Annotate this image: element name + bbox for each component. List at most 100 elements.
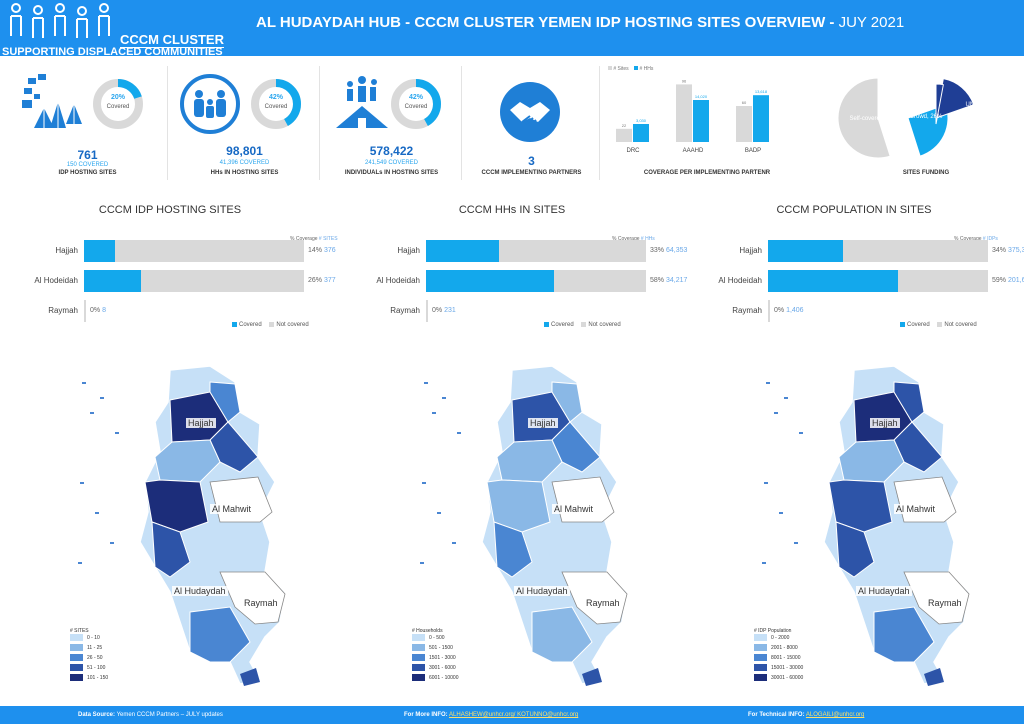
sites-coverage-donut: 20% Covered	[92, 78, 144, 130]
bar-category-label: Al Hodeidah	[34, 276, 78, 285]
footer-info-links[interactable]: ALHASHEW@unhcr.org/ KOTUNNO@unhcr.org	[449, 712, 579, 718]
sites-map: Hajjah Al Mahwit Al Hudaydah Raymah # SITES 0…	[60, 362, 310, 692]
logo-title: CCCM CLUSTER	[120, 32, 224, 48]
footer-source: Data Source: Yemen CCCM Partners – JULY …	[78, 712, 223, 718]
bar-category-label: Raymah	[390, 306, 420, 315]
bar-category-label: Al Hodeidah	[376, 276, 420, 285]
map-island	[432, 412, 436, 414]
funding-slice-label: Self-covered, 56%	[849, 116, 899, 122]
map-legend-item: 30001 - 60000	[754, 674, 803, 684]
sites-label: IDP HOSTING SITES	[58, 170, 117, 176]
footer-info: For More INFO: ALHASHEW@unhcr.org/ KOTUN…	[404, 712, 578, 718]
map-legend-item: 8001 - 15000	[754, 654, 803, 664]
page-title: AL HUDAYDAH HUB - CCCM CLUSTER YEMEN IDP…	[256, 14, 904, 31]
bar-row-raymah: Raymah 0% 1,406	[684, 300, 1024, 322]
footer-tech: For Technical INFO: ALOGAILI@unhcr.org	[748, 712, 864, 718]
panel-sites-title: CCCM IDP HOSTING SITES	[98, 204, 242, 216]
map-label: Raymah	[926, 598, 964, 608]
map-island	[110, 542, 114, 544]
bar-value-label: 0% 8	[90, 307, 106, 314]
kpi-individuals: 42% Covered 578,422 241,549 COVERED INDI…	[322, 66, 462, 180]
map-island	[764, 482, 768, 484]
map-legend-item: 101 - 150	[70, 674, 108, 684]
map-island	[437, 512, 441, 514]
bar-fill-covered	[84, 240, 115, 262]
legend-covered: Covered	[907, 322, 930, 329]
map-island	[799, 432, 803, 434]
map-legend-item: 6001 - 10000	[412, 674, 458, 684]
bar-row-hajjah: Hajjah 14% 376	[0, 240, 340, 262]
partner-category-label: AAAHD	[683, 148, 704, 154]
bar-category-label: Al Hodeidah	[718, 276, 762, 285]
sites-bar-legend: Covered Not covered	[226, 322, 309, 328]
map-island	[442, 397, 446, 399]
shelter-icon	[336, 76, 388, 128]
map-island	[78, 562, 82, 564]
kpi-sites: 20% Covered 761 150 COVERED IDP HOSTING …	[8, 66, 168, 180]
map-district	[531, 606, 593, 663]
individuals-coverage-pct: 42%	[408, 94, 423, 101]
partners-label: CCCM IMPLEMENTING PARTNERS	[481, 170, 582, 176]
map-island	[95, 512, 99, 514]
panel-hhs: CCCM HHs IN SITES % Coverage # HHs Hajja…	[342, 190, 687, 696]
partner-chart-label: COVERAGE PER IMPLEMENTING PARTENR	[643, 170, 771, 176]
map-district	[240, 668, 260, 686]
partner-bars-svg: 22 3,030 DRC 96 14,020 AAAHD 60 13,618 BADP	[616, 78, 769, 154]
map-legend-title: # IDP Population	[754, 628, 792, 634]
bar-row-raymah: Raymah 0% 231	[342, 300, 682, 322]
map-island	[766, 382, 770, 384]
bar-value-label: 14% 376	[308, 247, 336, 254]
bar-category-label: Hajjah	[397, 246, 420, 255]
bar-track	[84, 300, 86, 322]
bar-track	[768, 300, 770, 322]
map-label: Al Hudaydah	[514, 586, 570, 596]
partner-bar-drc-sites	[616, 128, 632, 142]
population-map: Hajjah Al Mahwit Al Hudaydah Raymah # IDP Po…	[744, 362, 994, 692]
bar-category-label: Hajjah	[739, 246, 762, 255]
map-island	[82, 382, 86, 384]
footer-source-label: Data Source:	[78, 712, 116, 718]
coverage-header: % Coverage # HHs	[612, 236, 655, 242]
map-island	[779, 512, 783, 514]
partner-bar-value-label: 60	[742, 100, 747, 105]
map-legend: # SITES 0 - 10 11 - 25 26 - 50 51 - 100 101 -…	[70, 628, 108, 684]
map-island	[457, 432, 461, 434]
bar-fill-covered	[426, 240, 499, 262]
partners-total: 3	[528, 154, 535, 168]
coverage-header-unit: # IDPs	[982, 236, 998, 242]
hhs-coverage-pct: 42%	[268, 94, 283, 101]
coverage-header-unit: # HHs	[640, 236, 655, 242]
page-title-month: JUY 2021	[838, 14, 905, 31]
footer-info-label: For More INFO:	[404, 712, 448, 718]
kpi-hhs: 42% Covered 98,801 41,396 COVERED HHs IN…	[170, 66, 320, 180]
map-legend-item: 1501 - 3000	[412, 654, 458, 664]
bar-row-al-hodeidah: Al Hodeidah 59% 201,682	[684, 270, 1024, 292]
map-legend-item: 3001 - 6000	[412, 664, 458, 674]
cccm-logo: CCCM CLUSTER SUPPORTING DISPLACED COMMUN…	[0, 0, 240, 58]
map-island	[422, 482, 426, 484]
map-district	[924, 668, 944, 686]
map-legend-item: 0 - 10	[70, 634, 108, 644]
population-bar-chart: Hajjah 34% 375,334 Al Hodeidah 59% 201,682 R…	[684, 230, 1024, 330]
sites-bar-chart: Hajjah 14% 376 Al Hodeidah 26% 377 Raymah 0% …	[0, 230, 340, 330]
bar-fill-covered	[768, 270, 898, 292]
map-island	[452, 542, 456, 544]
partner-bar-value-label: 3,030	[636, 118, 647, 123]
map-legend-item: 2001 - 8000	[754, 644, 803, 654]
partner-bar-value-label: 22	[622, 123, 627, 128]
panel-hhs-title: CCCM HHs IN SITES	[458, 204, 566, 216]
hhs-bar-chart: Hajjah 33% 64,353 Al Hodeidah 58% 34,217 Ray…	[342, 230, 687, 330]
legend-hhs: # HHs	[639, 66, 654, 72]
funding-slice-unhcr	[935, 78, 975, 119]
header-bar: CCCM CLUSTER SUPPORTING DISPLACED COMMUN…	[0, 0, 1024, 58]
sites-coverage-pct: 20%	[110, 94, 125, 101]
map-island	[115, 432, 119, 434]
map-island	[100, 397, 104, 399]
bar-fill-covered	[84, 270, 142, 292]
footer-tech-link[interactable]: ALOGAILI@unhcr.org	[805, 712, 865, 718]
family-icon	[180, 74, 240, 134]
map-island	[794, 542, 798, 544]
map-district	[493, 521, 533, 578]
bar-category-label: Hajjah	[55, 246, 78, 255]
bar-value-label: 34% 375,334	[992, 247, 1024, 254]
